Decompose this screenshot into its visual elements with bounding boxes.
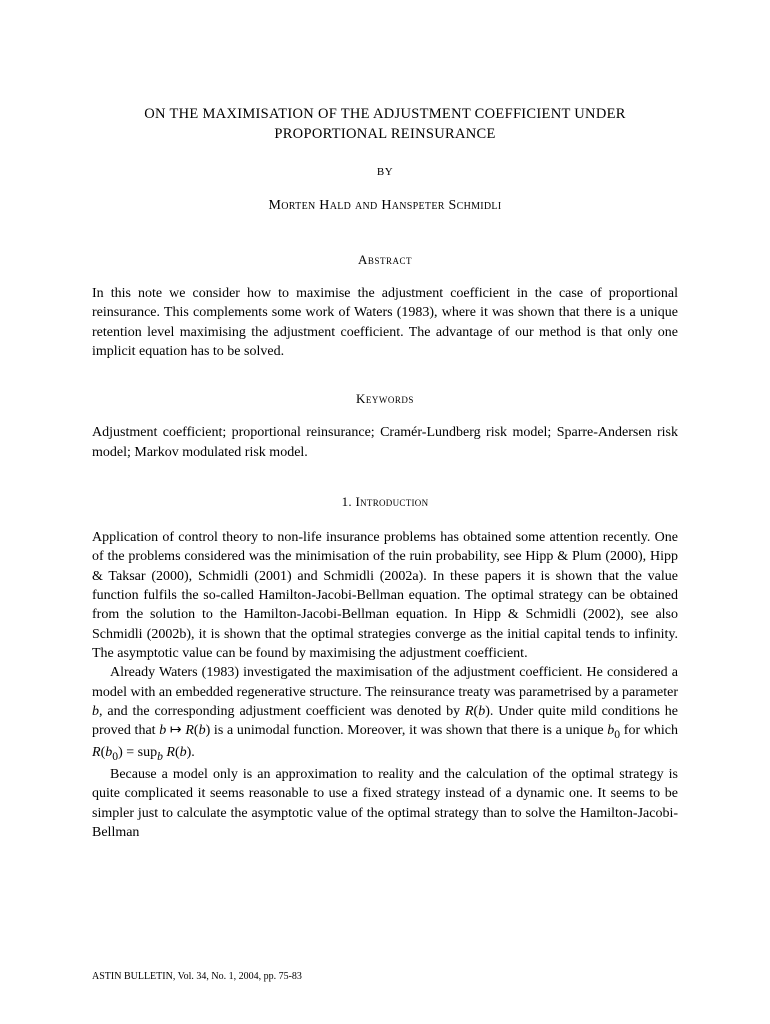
variable-r: R <box>185 723 194 738</box>
introduction-heading: 1. Introduction <box>92 494 678 510</box>
variable-b: b <box>180 745 187 760</box>
paper-title: ON THE MAXIMISATION OF THE ADJUSTMENT CO… <box>92 105 678 144</box>
intro-paragraph-1: Application of control theory to non-lif… <box>92 528 678 663</box>
variable-b: b <box>92 704 99 719</box>
variable-r: R <box>92 745 101 760</box>
authors: Morten Hald and Hanspeter Schmidli <box>92 198 678 214</box>
text-span: = sup <box>123 745 157 760</box>
text-span: Already Waters (1983) investigated the m… <box>92 665 678 699</box>
page-footer: ASTIN BULLETIN, Vol. 34, No. 1, 2004, pp… <box>92 971 302 982</box>
keywords-text: Adjustment coefficient; proportional rei… <box>92 423 678 462</box>
by-label: BY <box>92 166 678 178</box>
text-span: is a unimodal function. Moreover, it was… <box>210 723 607 738</box>
abstract-text: In this note we consider how to maximise… <box>92 284 678 361</box>
text-span: ↦ <box>166 723 185 738</box>
abstract-heading: Abstract <box>92 252 678 268</box>
text-span: ). <box>187 745 195 760</box>
keywords-heading: Keywords <box>92 391 678 407</box>
variable-r: R <box>465 704 474 719</box>
variable-r: R <box>163 745 175 760</box>
text-span: for which <box>620 723 678 738</box>
intro-paragraph-3: Because a model only is an approximation… <box>92 765 678 842</box>
intro-paragraph-2: Already Waters (1983) investigated the m… <box>92 663 678 765</box>
variable-b: b <box>199 723 206 738</box>
text-span: , and the corresponding adjustment coeff… <box>99 704 465 719</box>
